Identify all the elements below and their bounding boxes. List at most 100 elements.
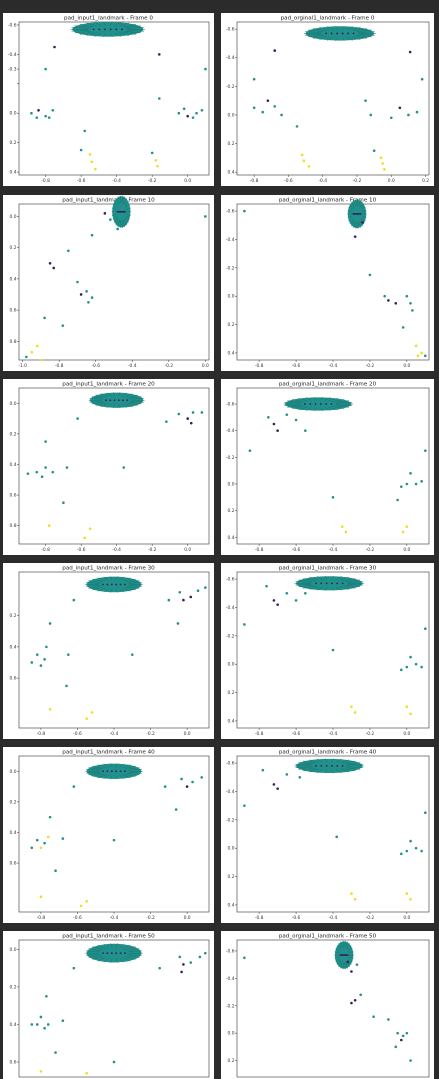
landmark-point	[346, 960, 350, 964]
landmark-point	[353, 897, 357, 901]
landmark-point	[424, 354, 427, 358]
face-landmark-point	[113, 217, 118, 223]
face-landmark-point	[344, 962, 346, 970]
landmark-point	[243, 956, 246, 960]
face-landmark-point	[298, 762, 314, 765]
face-landmark-point	[118, 404, 121, 409]
scatter-panel: pad_orginal1_landmark - Frame 50 -0.6 -0.4…	[221, 931, 434, 1079]
face-landmark-point	[125, 946, 136, 950]
landmark-point	[294, 599, 298, 602]
landmark-point	[243, 623, 246, 626]
scatter-plot: pad_input1_landmark - Frame 40 -0.8 -0.6 -0…	[10, 749, 210, 921]
landmark-point	[90, 233, 94, 237]
landmark-point	[177, 111, 181, 115]
face-inner-point	[343, 954, 346, 956]
face-landmark-point	[86, 950, 100, 953]
landmark-point	[273, 105, 277, 108]
landmark-point	[400, 852, 403, 856]
landmark-point	[407, 113, 410, 117]
landmark-point	[43, 841, 46, 845]
face-landmark-point	[320, 396, 323, 401]
landmark-point	[47, 116, 51, 119]
face-landmark-point	[109, 33, 113, 38]
landmark-point	[65, 466, 69, 469]
face-landmark-point	[92, 946, 103, 950]
scatter-plot: pad_orginal1_landmark - Frame 10 -0.8 -0.6…	[226, 197, 430, 369]
x-tick-label: -0.2	[165, 363, 174, 369]
face-landmark-point	[97, 764, 106, 769]
landmark-point	[405, 705, 409, 709]
face-inner-point	[353, 213, 356, 215]
face-landmark-point	[127, 394, 138, 398]
x-tick-label: -0.4	[112, 178, 121, 184]
face-landmark-point	[309, 576, 319, 581]
chart-title: pad_orginal1_landmark - Frame 20	[279, 381, 377, 387]
y-tick-label: -0.2	[226, 455, 235, 461]
face-landmark-point	[358, 221, 361, 228]
face-inner-point	[106, 583, 109, 586]
landmark-point	[304, 429, 307, 432]
landmark-point	[204, 951, 207, 955]
face-landmark-point	[115, 218, 119, 226]
face-landmark-point	[324, 407, 331, 411]
face-inner-point	[355, 213, 358, 215]
landmark-point	[267, 416, 270, 419]
face-landmark-point	[353, 199, 356, 207]
chart-title: pad_orginal1_landmark - Frame 40	[279, 749, 377, 755]
x-tick-label: -0.4	[329, 363, 338, 369]
landmark-point	[174, 808, 178, 811]
face-inner-point	[115, 770, 118, 773]
x-tick-label: -0.4	[329, 915, 338, 921]
landmark-point	[372, 149, 376, 152]
face-landmark-point	[350, 36, 361, 40]
face-landmark-point	[345, 767, 361, 770]
face-landmark-point	[122, 577, 131, 582]
face-landmark-point	[351, 220, 355, 227]
face-landmark-point	[130, 400, 144, 403]
y-tick-label: -0.6	[226, 27, 235, 33]
face-landmark-point	[86, 772, 100, 774]
face-landmark-point	[331, 575, 334, 580]
face-landmark-cluster	[296, 758, 363, 774]
landmark-point	[47, 524, 51, 527]
landmark-point	[48, 815, 52, 819]
face-landmark-point	[339, 586, 350, 590]
y-tick-label: 0.0	[10, 769, 17, 775]
face-inner-point	[104, 28, 106, 31]
landmark-point	[420, 351, 423, 355]
landmark-point	[90, 160, 94, 164]
landmark-point	[364, 99, 367, 102]
landmark-point	[191, 116, 195, 119]
face-landmark-point	[127, 402, 138, 406]
scatter-panel: pad_input1_landmark - Frame 0 -0.8 -0.6 -0.…	[3, 13, 214, 186]
face-inner-point	[119, 770, 122, 773]
x-tick-label: -0.2	[366, 547, 375, 553]
landmark-point	[67, 653, 70, 656]
landmark-point	[307, 165, 311, 168]
face-landmark-point	[349, 218, 354, 224]
y-tick-label: 0.2	[10, 984, 17, 990]
landmark-point	[157, 97, 161, 100]
landmark-point	[176, 622, 180, 625]
face-landmark-point	[345, 941, 348, 949]
x-tick-label: 0.0	[403, 915, 410, 921]
landmark-point	[394, 301, 398, 305]
face-landmark-point	[126, 207, 131, 210]
face-landmark-point	[125, 578, 136, 582]
x-tick-label: -0.8	[250, 178, 259, 184]
face-landmark-point	[119, 957, 125, 963]
landmark-point	[350, 1001, 353, 1005]
face-landmark-point	[110, 576, 113, 581]
face-landmark-point	[128, 769, 142, 771]
face-landmark-point	[122, 944, 131, 950]
face-inner-point	[325, 582, 328, 585]
landmark-point	[424, 811, 427, 815]
y-tick-label: -0.2	[226, 817, 235, 823]
landmark-point	[35, 470, 39, 474]
face-landmark-point	[89, 398, 103, 400]
chart-title: pad_orginal1_landmark - Frame 0	[281, 15, 375, 21]
face-inner-point	[109, 399, 112, 402]
face-landmark-point	[319, 36, 330, 40]
x-tick-label: -0.8	[41, 178, 50, 184]
face-landmark-point	[346, 26, 353, 30]
